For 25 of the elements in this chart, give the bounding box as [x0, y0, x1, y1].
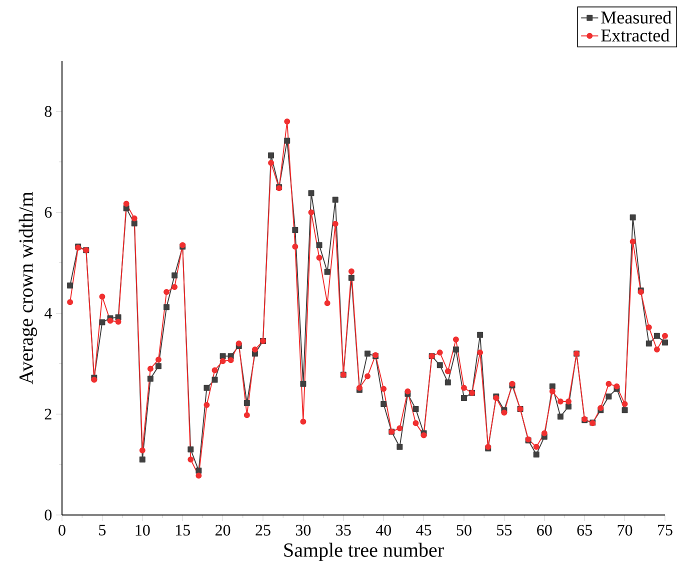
x-tick-label: 60 — [537, 524, 552, 536]
x-tick-label: 70 — [618, 524, 632, 536]
x-axis-title: Sample tree number — [284, 542, 444, 561]
x-tick-label: 75 — [658, 524, 672, 536]
x-tick-label: 20 — [216, 524, 230, 536]
y-tick-label: 6 — [44, 206, 52, 218]
y-tick-label: 8 — [44, 106, 52, 117]
x-tick-label: 45 — [416, 524, 432, 536]
x-tick-label: 65 — [577, 524, 592, 536]
x-tick-label: 15 — [176, 524, 190, 536]
x-tick-label: 10 — [136, 524, 150, 536]
x-tick-label: 30 — [296, 524, 311, 536]
x-tick-label: 25 — [256, 524, 270, 536]
x-tick-label: 55 — [497, 524, 512, 536]
legend-label: Measured — [601, 10, 672, 24]
y-tick-label: 0 — [44, 510, 52, 520]
x-tick-label: 40 — [376, 524, 391, 536]
y-tick-label: 2 — [44, 408, 52, 420]
y-tick-label: 4 — [44, 308, 52, 318]
x-tick-label: 5 — [99, 524, 106, 536]
x-tick-label: 50 — [456, 524, 472, 536]
x-tick-label: 35 — [336, 524, 351, 536]
y-axis-title: Average crown width/m — [18, 192, 38, 384]
legend-label: Extracted — [601, 28, 670, 42]
x-tick-label: 0 — [58, 524, 66, 536]
